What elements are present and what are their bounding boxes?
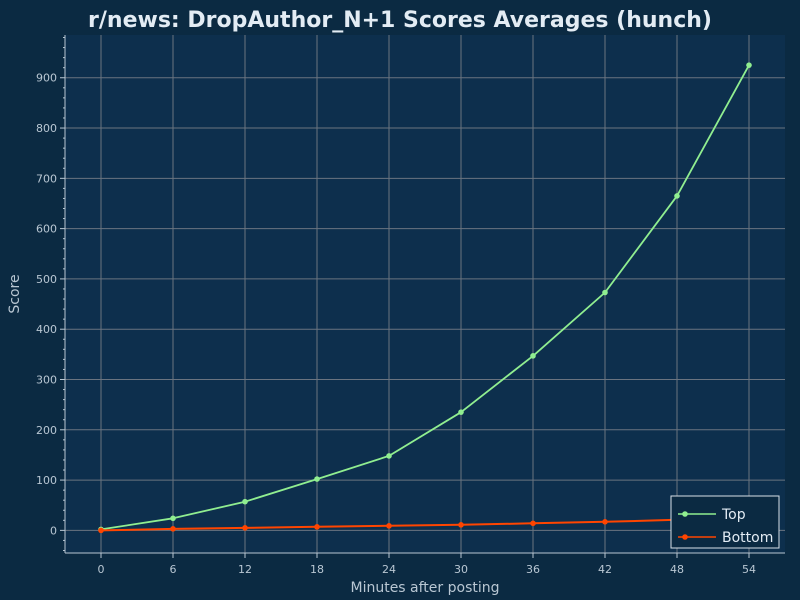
series-bottom-point xyxy=(242,525,248,531)
y-tick-label: 700 xyxy=(36,172,57,185)
x-tick-label: 30 xyxy=(454,563,468,576)
legend-top-label: Top xyxy=(721,507,746,523)
x-tick-label: 0 xyxy=(98,563,105,576)
series-layer xyxy=(98,62,752,534)
y-tick-label: 300 xyxy=(36,373,57,386)
series-top-point xyxy=(314,476,320,482)
y-tick-label: 500 xyxy=(36,273,57,286)
x-tick-label: 42 xyxy=(598,563,612,576)
y-axis: 0 100 200 300 400 500 600 700 800 900 xyxy=(36,35,66,553)
series-bottom-point xyxy=(530,520,536,527)
series-top-point xyxy=(242,498,248,505)
series-bottom-line xyxy=(100,515,750,532)
series-bottom-point xyxy=(386,523,392,529)
y-axis-label: Score xyxy=(7,274,23,313)
x-tick-label: 12 xyxy=(238,563,252,576)
legend-top-marker xyxy=(682,511,688,517)
plot-area xyxy=(65,35,785,553)
y-tick-label: 900 xyxy=(36,72,57,85)
series-bottom-point xyxy=(458,522,464,528)
y-tick-label: 400 xyxy=(36,323,57,336)
series-top-point xyxy=(674,193,680,199)
series-top-line xyxy=(100,64,750,531)
series-bottom-point xyxy=(602,519,608,525)
series-top-point xyxy=(458,409,464,415)
x-tick-label: 48 xyxy=(670,563,684,576)
series-bottom-point xyxy=(98,527,104,534)
x-tick-label: 54 xyxy=(742,563,756,576)
series-top-point xyxy=(602,289,608,296)
chart-title: r/news: DropAuthor_N+1 Scores Averages (… xyxy=(88,8,712,33)
series-bottom-point xyxy=(314,524,320,530)
legend-bottom-marker xyxy=(682,534,688,540)
x-tick-label: 24 xyxy=(382,563,396,576)
y-tick-label: 800 xyxy=(36,122,57,135)
x-tick-label: 6 xyxy=(170,563,177,576)
x-axis: 0 6 12 18 24 30 36 42 48 54 xyxy=(65,552,785,576)
series-top-point xyxy=(530,353,536,359)
series-top-point xyxy=(386,453,392,459)
series-bottom-point xyxy=(170,526,176,532)
x-axis-label: Minutes after posting xyxy=(350,580,499,596)
legend-bottom-label: Bottom xyxy=(722,530,773,546)
y-tick-label: 600 xyxy=(36,223,57,236)
x-tick-label: 36 xyxy=(526,563,540,576)
y-tick-label: 100 xyxy=(36,474,57,487)
series-top-point xyxy=(170,515,176,522)
y-tick-label: 0 xyxy=(50,524,57,537)
legend-box xyxy=(670,495,780,549)
y-tick-label: 200 xyxy=(36,424,57,437)
legend: Top Bottom xyxy=(670,495,780,549)
series-top-point xyxy=(746,62,752,68)
grid-lines xyxy=(65,35,785,553)
x-tick-label: 18 xyxy=(310,563,324,576)
